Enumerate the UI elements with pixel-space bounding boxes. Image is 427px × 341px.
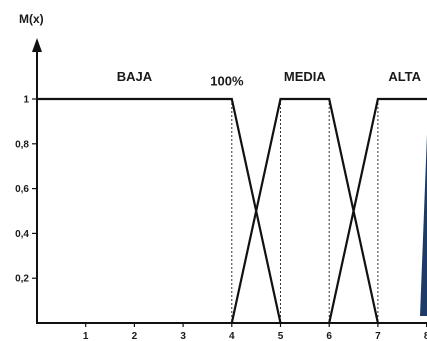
- y-tick-label: 0,4: [15, 229, 29, 240]
- series-label-alta: ALTA: [388, 69, 421, 84]
- series-label-baja: BAJA: [117, 69, 153, 84]
- y-tick-label: 1: [23, 95, 29, 106]
- series-labels: BAJA MEDIA ALTA: [117, 69, 422, 84]
- x-tick-label: 6: [326, 331, 332, 341]
- x-tick-label: 3: [180, 331, 186, 341]
- x-tick-label: 7: [375, 331, 381, 341]
- y-tick-label: 0,6: [15, 184, 29, 195]
- y-tick-label: 0,2: [15, 274, 29, 285]
- decorative-overlay: [420, 108, 427, 316]
- x-tick-label: 8: [424, 331, 427, 341]
- y-axis-title: M(x): [19, 12, 44, 26]
- annotations: 100%: [210, 74, 244, 89]
- x-tick-label: 1: [83, 331, 89, 341]
- annotation-label: 100%: [210, 74, 244, 89]
- series-line-alta: [328, 97, 427, 324]
- y-tick-label: 0,8: [15, 139, 29, 150]
- ticks: 0,2 0,4 0,6 0,8 1 1 2 3 4 5 6 7 8: [15, 95, 427, 341]
- series-line-baja: [37, 97, 282, 324]
- series-label-media: MEDIA: [284, 69, 327, 84]
- series-line-media: [230, 97, 379, 324]
- x-tick-label: 4: [229, 331, 235, 341]
- series-lines: [37, 97, 427, 324]
- x-tick-label: 5: [278, 331, 284, 341]
- x-tick-label: 2: [132, 331, 138, 341]
- dashed-guides: [231, 99, 379, 323]
- y-axis-arrow: [32, 38, 42, 52]
